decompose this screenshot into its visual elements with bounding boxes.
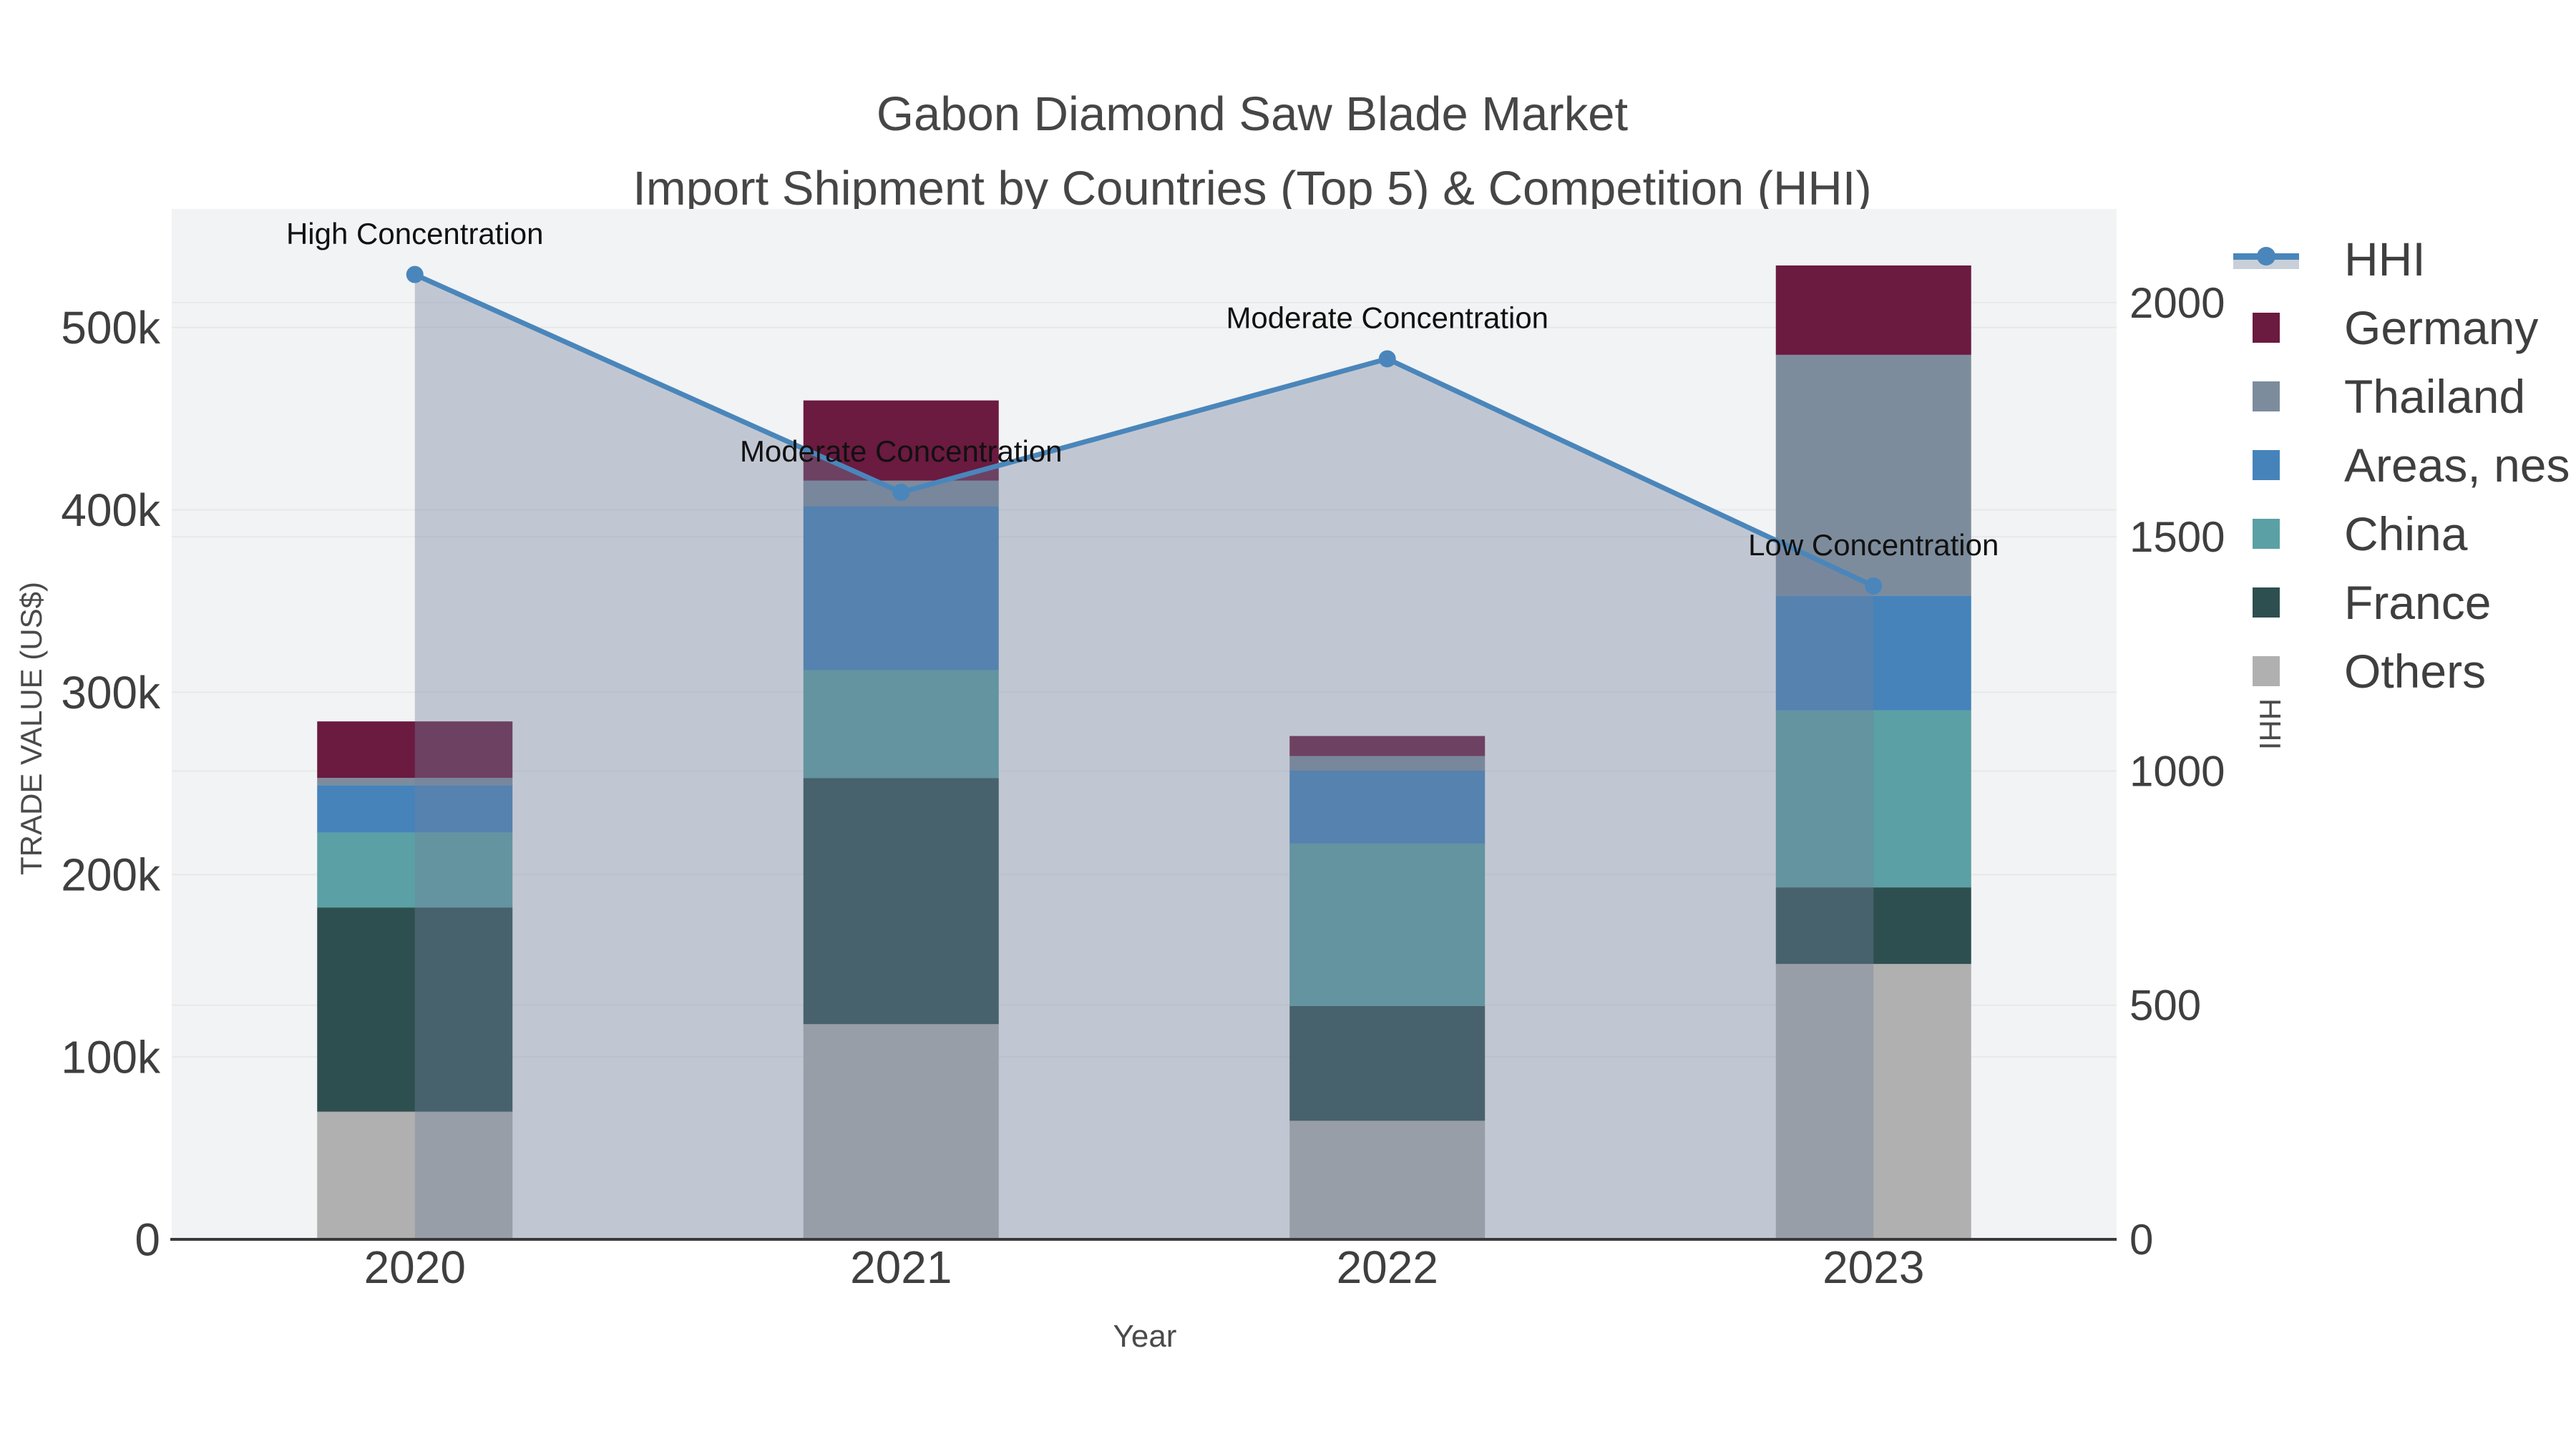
annotation-2022: Moderate Concentration — [1226, 301, 1548, 335]
bar-segment-germany-2020 — [317, 721, 513, 779]
bar-segment-thailand-2020 — [317, 778, 513, 786]
hhi-area-polygon — [414, 274, 1874, 1239]
bar-segment-areas--nes-2022 — [1289, 770, 1485, 844]
legend: HHI Germany Thailand Areas, nes China France O… — [2220, 225, 2570, 706]
bar-segment-others-2021 — [803, 1024, 999, 1239]
annotation-2021: Moderate Concentration — [740, 434, 1063, 468]
legend-swatch-cell — [2220, 245, 2313, 273]
chart-subtitle: Import Shipment by Countries (Top 5) & C… — [633, 162, 1872, 215]
bar-segment-france-2022 — [1289, 1005, 1485, 1121]
legend-item-areas--nes: Areas, nes — [2220, 431, 2570, 499]
hhi-markers — [406, 265, 1883, 595]
legend-label: China — [2344, 507, 2468, 560]
left-axis-tick-labels: 0 100k 200k 300k 400k 500k — [61, 302, 161, 1265]
hhi-line — [414, 272, 1875, 589]
left-axis-title: TRADE VALUE (US$) — [14, 582, 48, 875]
bar-segment-china-2022 — [1289, 843, 1485, 1006]
legend-label: Areas, nes — [2344, 439, 2570, 492]
bar-segment-germany-2022 — [1289, 736, 1485, 756]
right-tick-0: 0 — [2129, 1216, 2153, 1264]
annotation-2023: Low Concentration — [1748, 528, 1999, 562]
bar-segment-china-2023 — [1775, 710, 1971, 888]
legend-item-thailand: Thailand — [2220, 362, 2570, 431]
x-tick-2020: 2020 — [364, 1241, 466, 1293]
bar-segment-china-2020 — [317, 832, 513, 908]
right-tick-500: 500 — [2129, 982, 2201, 1030]
legend-label: Germany — [2344, 301, 2539, 354]
bar-segment-others-2022 — [1289, 1121, 1485, 1239]
bar-segment-areas--nes-2021 — [803, 506, 999, 670]
bar-segment-france-2021 — [803, 778, 999, 1025]
bar-segment-others-2020 — [317, 1111, 513, 1239]
hhi-polyline — [414, 272, 1875, 589]
legend-swatch-cell — [2220, 656, 2313, 686]
left-tick-200k: 200k — [61, 849, 161, 901]
right-tick-1000: 1000 — [2129, 747, 2225, 795]
hhi-marker-2021 — [892, 484, 910, 501]
left-tick-100k: 100k — [61, 1032, 161, 1083]
legend-color-swatch-icon — [2253, 587, 2280, 618]
legend-item-others: Others — [2220, 637, 2570, 706]
hhi-marker-2020 — [406, 265, 424, 283]
legend-color-swatch-icon — [2253, 450, 2280, 480]
legend-color-swatch-icon — [2253, 519, 2280, 549]
chart-title: Gabon Diamond Saw Blade Market — [876, 87, 1629, 141]
legend-color-swatch-icon — [2253, 656, 2280, 686]
bar-segment-france-2023 — [1775, 887, 1971, 965]
legend-color-swatch-icon — [2253, 381, 2280, 411]
x-tick-2022: 2022 — [1337, 1241, 1438, 1293]
x-axis-title: Year — [1113, 1319, 1177, 1354]
bar-segment-germany-2021 — [803, 400, 999, 481]
hhi-marker-2023 — [1865, 577, 1883, 595]
right-tick-2000: 2000 — [2129, 279, 2225, 327]
chart-title-block: Gabon Diamond Saw Blade Market Import Sh… — [0, 77, 2504, 226]
bar-segment-areas--nes-2023 — [1775, 595, 1971, 711]
legend-item-china: China — [2220, 499, 2570, 568]
left-tick-400k: 400k — [61, 484, 161, 536]
hhi-glyph-part — [2257, 247, 2275, 265]
right-axis-title: HHI — [2253, 698, 2287, 750]
bar-segment-thailand-2022 — [1289, 756, 1485, 771]
bar-segment-others-2023 — [1775, 964, 1971, 1239]
legend-label: Others — [2344, 645, 2487, 698]
bar-segment-germany-2023 — [1775, 265, 1971, 355]
legend-swatch-cell — [2220, 450, 2313, 480]
x-tick-2021: 2021 — [850, 1241, 952, 1293]
legend-item-france: France — [2220, 568, 2570, 637]
legend-swatch-cell — [2220, 313, 2313, 343]
right-axis-tick-labels: 0 500 1000 1500 2000 — [2129, 279, 2225, 1264]
legend-item-hhi: HHI — [2220, 225, 2570, 293]
hhi-area-fill — [414, 274, 1874, 1239]
legend-label: France — [2344, 576, 2492, 629]
hhi-line-swatch-icon — [2233, 245, 2299, 273]
legend-swatch-cell — [2220, 519, 2313, 549]
bar-segment-china-2021 — [803, 670, 999, 779]
left-tick-0: 0 — [135, 1214, 160, 1265]
hhi-marker-2022 — [1378, 350, 1396, 368]
right-tick-1500: 1500 — [2129, 513, 2225, 561]
left-tick-500k: 500k — [61, 302, 161, 353]
legend-label: HHI — [2344, 233, 2426, 286]
left-tick-300k: 300k — [61, 667, 161, 718]
annotations: High Concentration Moderate Concentration… — [286, 217, 1999, 562]
legend-color-swatch-icon — [2253, 313, 2280, 343]
x-axis-tick-labels: 2020 2021 2022 2023 — [364, 1241, 1925, 1293]
legend-label: Thailand — [2344, 370, 2526, 423]
bar-segment-areas--nes-2020 — [317, 785, 513, 833]
stacked-bars — [317, 265, 1971, 1239]
bar-segment-france-2020 — [317, 907, 513, 1112]
annotation-2020: High Concentration — [286, 217, 544, 250]
legend-swatch-cell — [2220, 381, 2313, 411]
legend-item-germany: Germany — [2220, 293, 2570, 362]
legend-swatch-cell — [2220, 587, 2313, 618]
x-tick-2023: 2023 — [1823, 1241, 1924, 1293]
